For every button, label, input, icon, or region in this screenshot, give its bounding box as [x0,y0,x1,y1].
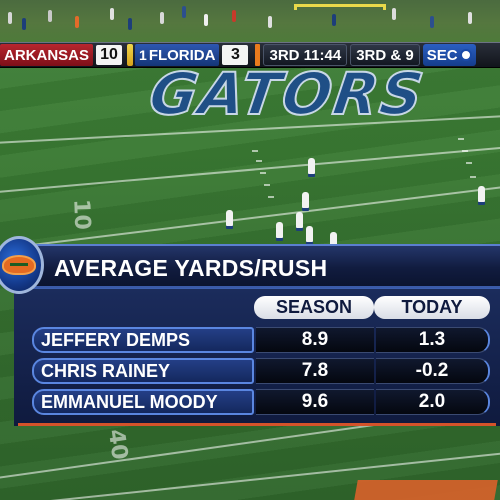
cbs-eye-icon [459,49,472,61]
player-name: JEFFERY DEMPS [32,327,254,353]
home-team-name: FLORIDA [148,46,216,64]
game-clock: 3RD 11:44 [263,44,348,66]
network-logo: SEC [422,44,476,66]
season-value: 7.8 [256,358,374,384]
yard-marker-40: 40 [102,427,132,462]
column-header-season: SEASON [254,296,374,319]
player [226,210,233,226]
yard-marker-10: 10 [68,198,95,231]
network-name: SEC [426,46,458,64]
home-team: 1 FLORIDA [135,44,220,66]
column-header-today: TODAY [374,296,490,319]
season-value: 9.6 [256,389,374,415]
player [276,222,283,238]
player-name: EMMANUEL MOODY [32,389,254,415]
gator-logo-icon [0,236,44,294]
today-value: 2.0 [376,389,490,415]
table-row: EMMANUEL MOODY 9.6 2.0 [32,389,490,415]
season-value: 8.9 [256,327,374,353]
player-name: CHRIS RAINEY [32,358,254,384]
goal-post [294,4,386,10]
score-bug: ARKANSAS 10 1 FLORIDA 3 3RD 11:44 3RD & … [0,42,500,68]
table-row: JEFFERY DEMPS 8.9 1.3 [32,327,490,353]
home-team-score: 3 [222,45,249,65]
endzone-lettering: GATORS [144,59,430,129]
gator-head-icon [2,255,36,275]
away-team-score: 10 [96,45,123,65]
stadium-stands [0,0,500,42]
player [478,186,485,202]
home-team-rank: 1 [139,47,147,63]
stats-title: AVERAGE YARDS/RUSH [54,255,328,281]
stats-table: SEASON TODAY JEFFERY DEMPS 8.9 1.3 CHRIS… [14,288,500,426]
today-value: -0.2 [376,358,490,384]
away-team-name: ARKANSAS [0,44,94,66]
player [296,212,303,228]
table-row: CHRIS RAINEY 7.8 -0.2 [32,358,490,384]
player [306,226,313,242]
possession-indicator [127,44,134,66]
player [308,158,315,174]
player [330,232,337,248]
down-and-distance: 3RD & 9 [350,44,420,66]
stats-title-bar: AVERAGE YARDS/RUSH [18,244,500,288]
today-value: 1.3 [376,327,490,353]
player [302,192,309,208]
orange-endzone-paint [354,480,498,500]
home-color-tab [255,44,261,66]
